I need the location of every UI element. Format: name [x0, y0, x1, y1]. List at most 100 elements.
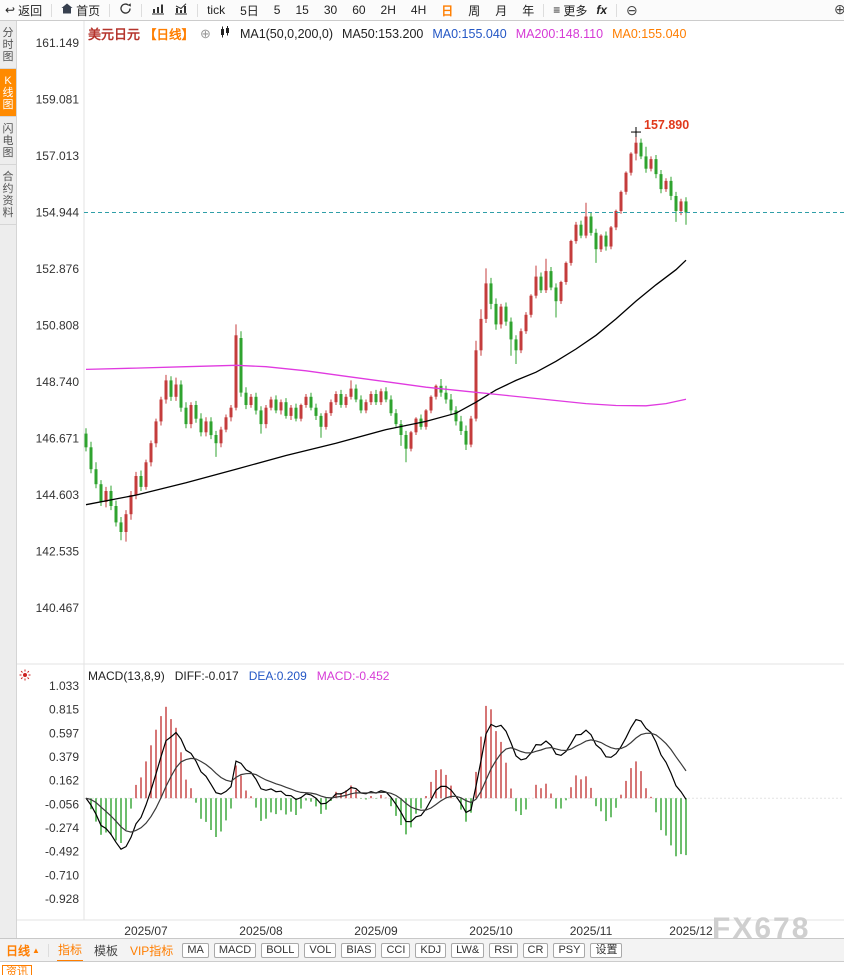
svg-text:146.671: 146.671 [36, 432, 80, 446]
ma200-value: MA200:148.110 [515, 26, 604, 41]
news-bar: 资讯 [0, 961, 844, 975]
svg-text:-0.710: -0.710 [45, 868, 79, 882]
symbol-name: 美元日元 [88, 27, 141, 42]
dea-line [85, 732, 687, 833]
macd-title: MACD(13,8,9) [88, 669, 165, 683]
zoom-out-button[interactable]: ⊖ [626, 3, 638, 17]
zoom-out-icon: ⊖ [626, 2, 638, 18]
ma0-orange-value: MA0:155.040 [612, 26, 687, 41]
indicator-button-MACD[interactable]: MACD [213, 942, 257, 958]
toolbar-separator [51, 3, 53, 17]
macd-dea-value: DEA:0.209 [248, 669, 307, 683]
back-button[interactable]: ↩ 返回 [5, 2, 42, 19]
svg-text:152.876: 152.876 [36, 262, 80, 276]
svg-text:2025/10: 2025/10 [469, 924, 513, 938]
toolbar-separator [47, 943, 49, 957]
svg-text:-0.492: -0.492 [45, 845, 79, 859]
zoom-in-icon: ⊕ [834, 2, 844, 16]
bottom-tab-VIP指标[interactable]: VIP指标 [129, 943, 174, 958]
svg-text:2025/08: 2025/08 [239, 924, 283, 938]
period-button-30[interactable]: 30 [323, 3, 338, 17]
indicator-button-VOL[interactable]: VOL [304, 942, 337, 958]
sidebar-item-4[interactable]: 合约资料 [0, 165, 16, 225]
svg-text:2025/11: 2025/11 [570, 924, 613, 938]
axis-labels: 161.149 159.081 157.013 154.944 152.876 150.8… [36, 36, 713, 938]
candles [84, 132, 688, 542]
svg-text:159.081: 159.081 [36, 92, 80, 106]
home-icon [61, 3, 73, 17]
period-select[interactable]: 日线 ▲ [6, 942, 40, 959]
period-buttons: tick 5日 5 15 30 60 2H 4H 日周月年 [207, 2, 534, 19]
home-label: 首页 [76, 3, 101, 18]
toolbar-separator [109, 3, 111, 17]
news-tab[interactable]: 资讯 [2, 965, 32, 975]
line-chart-button[interactable] [151, 3, 165, 18]
indicator-button-PSY[interactable]: PSY [553, 942, 586, 958]
macd-macd-value: MACD:-0.452 [316, 669, 390, 683]
zoom-in-button[interactable]: ⊕ [834, 2, 844, 16]
period-button-年[interactable]: 年 [522, 3, 535, 18]
period-tag: 【日线】 [144, 28, 195, 42]
svg-text:140.467: 140.467 [36, 601, 80, 615]
period-button-5日[interactable]: 5日 [240, 3, 259, 18]
indicator-button-KDJ[interactable]: KDJ [415, 942, 447, 958]
indicator-button-BOLL[interactable]: BOLL [261, 942, 300, 958]
indicator-button-CR[interactable]: CR [522, 942, 549, 958]
peak-marker [631, 127, 641, 138]
period-button-5[interactable]: 5 [273, 3, 281, 17]
period-button-日[interactable]: 日 [441, 3, 454, 18]
sidebar-item-1[interactable]: 分时图 [0, 21, 16, 69]
indicator-button-CCI[interactable]: CCI [381, 942, 411, 958]
toolbar-separator [141, 3, 143, 17]
top-toolbar: ↩ 返回 首页 tick 5日 5 15 30 60 2H 4H 日周 [0, 0, 844, 21]
ma50-value: MA50:153.200 [342, 26, 424, 41]
add-compare-icon[interactable]: ⊕ [200, 25, 211, 41]
toolbar-separator [543, 3, 545, 17]
more-label: 更多 [563, 3, 588, 18]
chart-header: 美元日元 【日线】 ⊕ MA1(50,0,200,0) MA50:153.200… [88, 24, 686, 43]
period-button-2H[interactable]: 2H [380, 3, 396, 17]
svg-text:0.597: 0.597 [49, 726, 79, 740]
period-button-4H[interactable]: 4H [410, 3, 427, 17]
period-button-tick[interactable]: tick [207, 3, 226, 17]
bottom-tab-指标[interactable]: 指标 [56, 939, 83, 962]
indicator-settings-icon[interactable] [19, 668, 31, 686]
svg-text:0.815: 0.815 [49, 703, 79, 717]
period-button-15[interactable]: 15 [295, 3, 309, 17]
svg-text:157.013: 157.013 [36, 149, 80, 163]
fx-button[interactable]: fx [596, 3, 607, 17]
indicator-button-设置[interactable]: 设置 [590, 942, 623, 958]
ma0-blue-value: MA0:155.040 [432, 26, 507, 41]
menu-icon: ≡ [553, 3, 561, 17]
indicator-button-LW&[interactable]: LW& [451, 942, 485, 958]
home-button[interactable]: 首页 [61, 2, 100, 19]
refresh-button[interactable] [119, 2, 132, 18]
chart-frame [17, 21, 844, 921]
period-button-月[interactable]: 月 [495, 3, 508, 18]
bottom-tabs: 指标 模板 VIP指标 [56, 939, 174, 962]
left-sidebar: 分时图 K线图 闪电图 合约资料 [0, 21, 17, 938]
ma-settings-label: MA1(50,0,200,0) [239, 26, 334, 41]
sidebar-item-2[interactable]: K线图 [0, 69, 16, 117]
indicator-button-BIAS[interactable]: BIAS [341, 942, 377, 958]
svg-text:0.162: 0.162 [49, 774, 79, 788]
period-button-60[interactable]: 60 [352, 3, 366, 17]
svg-text:150.808: 150.808 [36, 319, 80, 333]
svg-text:161.149: 161.149 [36, 36, 80, 50]
macd-header: MACD(13,8,9) DIFF:-0.017 DEA:0.209 MACD:… [88, 669, 389, 683]
more-button[interactable]: ≡ 更多 [553, 2, 587, 19]
period-select-label: 日线 [6, 943, 31, 958]
refresh-icon [119, 2, 132, 18]
peak-price-label: 157.890 [644, 118, 689, 132]
svg-text:-0.056: -0.056 [45, 797, 79, 811]
indicator-button-MA[interactable]: MA [182, 942, 209, 958]
period-button-周[interactable]: 周 [468, 3, 481, 18]
svg-text:154.944: 154.944 [36, 206, 80, 220]
volume-chart-button[interactable] [174, 2, 188, 18]
bottom-tab-模板[interactable]: 模板 [93, 943, 118, 958]
sidebar-item-3[interactable]: 闪电图 [0, 117, 16, 165]
svg-text:0.379: 0.379 [49, 750, 79, 764]
indicator-button-RSI[interactable]: RSI [489, 942, 518, 958]
